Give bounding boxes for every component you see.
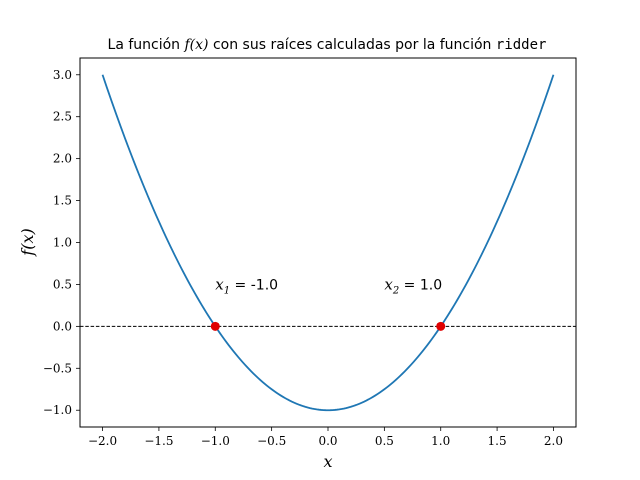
function-curve — [101, 74, 555, 412]
title-middle: con sus raíces calculadas por la función — [209, 37, 496, 53]
x-tick-label: −2.0 — [88, 434, 117, 448]
root-marker-2 — [436, 321, 446, 331]
root-annotation-2: x2 = 1.0 — [384, 275, 442, 296]
plot-area: x1 = -1.0 x2 = 1.0 — [80, 74, 576, 412]
x-tick-label: 0.0 — [318, 434, 337, 448]
x-tick-label: 1.5 — [488, 434, 507, 448]
x-tick-label: −0.5 — [257, 434, 286, 448]
y-tick-label: 2.5 — [53, 110, 72, 124]
title-prefix: La función — [108, 37, 185, 53]
title-code: ridder — [496, 37, 547, 53]
y-tick-label: −1.0 — [43, 403, 72, 417]
root-annotation-1: x1 = -1.0 — [215, 275, 278, 296]
root-marker-1 — [210, 321, 220, 331]
x-tick-label: 2.0 — [544, 434, 563, 448]
axis-ticks: −2.0 −1.5 −1.0 −0.5 0.0 0.5 1.0 1.5 2.0 −1.0 −0.5 0… — [43, 68, 563, 448]
y-tick-label: 0.5 — [53, 277, 72, 291]
y-tick-label: 0.0 — [53, 319, 72, 333]
y-axis-label: f(x) — [18, 228, 37, 256]
x-axis-label: x — [323, 452, 332, 471]
x-tick-label: 0.5 — [375, 434, 394, 448]
title-math: f(x) — [184, 37, 209, 53]
y-tick-label: 3.0 — [53, 68, 72, 82]
axes-frame — [79, 57, 577, 428]
y-tick-label: 2.0 — [53, 152, 72, 166]
chart-title: La función f(x) con sus raíces calculada… — [108, 37, 547, 53]
x-tick-label: 1.0 — [431, 434, 450, 448]
x-tick-label: −1.0 — [201, 434, 230, 448]
y-tick-label: −0.5 — [43, 361, 72, 375]
x-tick-label: −1.5 — [144, 434, 173, 448]
y-tick-label: 1.5 — [53, 194, 72, 208]
y-tick-label: 1.0 — [53, 236, 72, 250]
